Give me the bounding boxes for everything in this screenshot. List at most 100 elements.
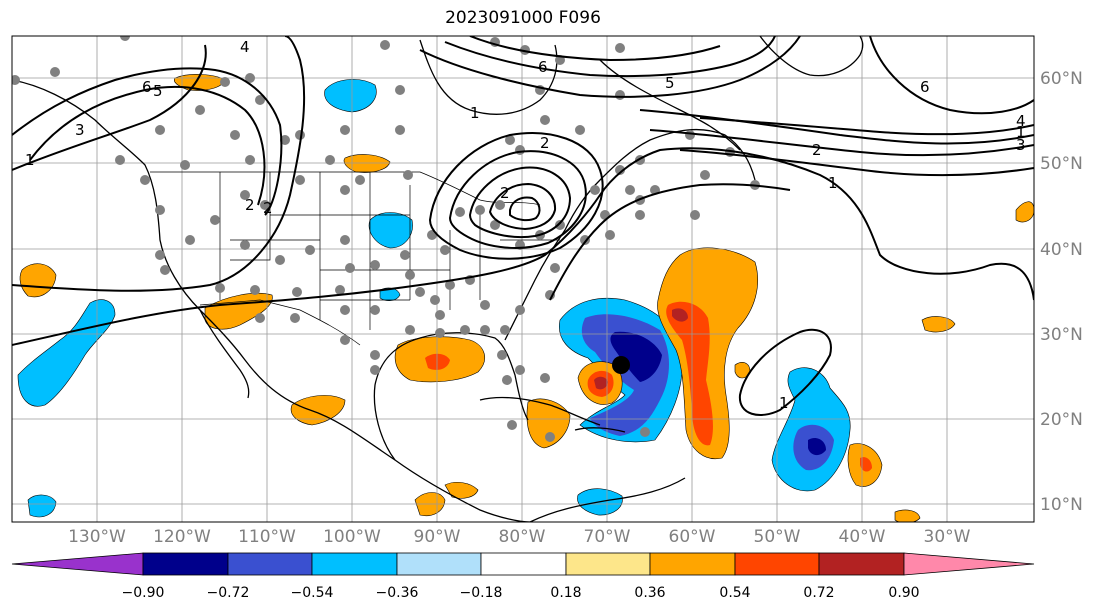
contour-label: 6 — [142, 78, 152, 96]
colorbar-tick-label: 0.18 — [550, 585, 581, 601]
contour-label: 1 — [1016, 123, 1026, 141]
lat-label: 10°N — [1040, 495, 1083, 515]
colorbar-segment — [142, 552, 229, 576]
latitude-labels: 60°N 50°N 40°N 30°N 20°N 10°N — [1040, 69, 1083, 515]
lon-label: 50°W — [754, 527, 801, 547]
contour-east-3 — [699, 117, 1034, 136]
contour-label: 1 — [470, 104, 480, 122]
border-us-canada — [150, 171, 541, 206]
longitude-labels: 130°W 120°W 110°W 100°W 90°W 80°W 70°W 6… — [68, 527, 971, 547]
lat-label: 50°N — [1040, 154, 1083, 174]
coastline-hispaniola — [574, 427, 626, 433]
map-frame — [11, 35, 1035, 523]
contour-canada-low-core — [488, 182, 557, 231]
lon-label: 40°W — [839, 527, 886, 547]
negative-anomaly-us-south — [368, 212, 413, 249]
map-title: 2023091000 F096 — [445, 8, 601, 28]
lon-label: 110°W — [238, 527, 296, 547]
colorbar-segment — [818, 552, 905, 576]
colorbar-tick-label: −0.54 — [291, 585, 334, 601]
colorbar-segment — [396, 552, 482, 576]
contour-east-1 — [869, 36, 1034, 115]
lon-label: 60°W — [669, 527, 716, 547]
coastline-cuba — [479, 396, 601, 426]
contour-label: 4 — [1016, 112, 1026, 130]
negative-anomaly-canada — [324, 79, 377, 113]
storm-center-marker — [612, 356, 630, 374]
positive-anomaly-central-america — [290, 395, 346, 426]
colorbar — [11, 552, 1035, 576]
positive-anomaly-band-east-core — [672, 308, 688, 322]
lat-label: 40°N — [1040, 240, 1083, 260]
positive-anomaly-gulf-red — [425, 353, 450, 370]
contour-label: 1 — [779, 394, 789, 412]
contour-label: 6 — [538, 58, 548, 76]
contour-label: 1 — [25, 151, 35, 169]
colorbar-ticks: −0.90 −0.72 −0.54 −0.36 −0.18 0.18 0.36 … — [122, 585, 920, 601]
negative-anomaly-bottom-left — [27, 494, 57, 518]
colorbar-segment — [227, 552, 313, 576]
positive-anomaly-alaska — [173, 74, 226, 91]
graticule — [12, 36, 1034, 522]
positive-anomaly-storm-core — [594, 376, 608, 390]
colorbar-tick-label: −0.72 — [207, 585, 250, 601]
coastline-east-us — [504, 128, 756, 341]
border-us-mexico — [199, 299, 361, 346]
colorbar-extend-low — [11, 552, 144, 576]
contour-west-low-1 — [12, 36, 306, 292]
lon-label: 90°W — [414, 527, 461, 547]
positive-anomaly-east-small-red — [860, 457, 872, 472]
contour-canada-low-center — [509, 196, 541, 222]
positive-anomaly-pacific-west — [19, 263, 57, 298]
map-plot-area — [12, 36, 1034, 522]
positive-anomaly-canada-orange — [343, 154, 391, 173]
lon-label: 120°W — [153, 527, 211, 547]
contour-east-4 — [649, 129, 1034, 157]
contour-east-2 — [639, 109, 1034, 145]
coastline-south-america — [529, 477, 686, 522]
contour-lines — [12, 36, 1034, 416]
contour-label: 2 — [263, 199, 273, 217]
contour-north-high-2 — [444, 36, 776, 78]
contour-label: 6 — [920, 78, 930, 96]
contour-label: 5 — [153, 82, 163, 100]
negative-anomaly-east-atlantic-core — [808, 438, 826, 456]
colorbar-tick-label: 0.36 — [634, 585, 665, 601]
contour-label: 2 — [245, 196, 255, 214]
contour-label: 3 — [75, 121, 85, 139]
colorbar-segment — [565, 552, 651, 576]
lon-label: 70°W — [584, 527, 631, 547]
contour-label: 4 — [240, 38, 250, 56]
lon-label: 100°W — [323, 527, 381, 547]
positive-anomaly-band-east-red — [666, 301, 713, 446]
contour-label: 2 — [500, 184, 510, 202]
political-borders — [150, 171, 560, 346]
contour-label: 1 — [828, 174, 838, 192]
colorbar-tick-label: −0.18 — [460, 585, 503, 601]
contour-canada-low-mid — [448, 150, 587, 249]
negative-anomaly-core — [610, 331, 662, 382]
lat-label: 60°N — [1040, 69, 1083, 89]
coastline-hudson-bay — [419, 39, 558, 115]
contour-label: 5 — [665, 74, 675, 92]
contour-label: 2 — [540, 134, 550, 152]
colorbar-tick-label: 0.54 — [719, 585, 750, 601]
colorbar-tick-label: −0.90 — [122, 585, 165, 601]
lon-label: 80°W — [499, 527, 546, 547]
contour-west-low-2 — [12, 44, 207, 171]
lon-label: 130°W — [68, 527, 126, 547]
contour-north-high-1 — [419, 36, 801, 98]
coastline-gulf — [373, 332, 529, 461]
coastline-west-north-america — [12, 79, 531, 522]
colorbar-tick-label: 0.90 — [888, 585, 919, 601]
colorbar-segment — [480, 552, 567, 576]
contour-west-low-4 — [29, 85, 266, 206]
contour-west-low-3 — [12, 67, 283, 216]
contour-label-group: 6 5 4 3 2 1 2 1 6 5 4 3 2 1 2 1 6 1 2 — [25, 38, 1026, 412]
colorbar-segment — [311, 552, 398, 576]
contour-canada-low-outer — [428, 132, 604, 260]
positive-anomaly-caribbean-north — [526, 398, 571, 449]
coastline-baja — [199, 309, 250, 399]
lon-label: 30°W — [924, 527, 971, 547]
